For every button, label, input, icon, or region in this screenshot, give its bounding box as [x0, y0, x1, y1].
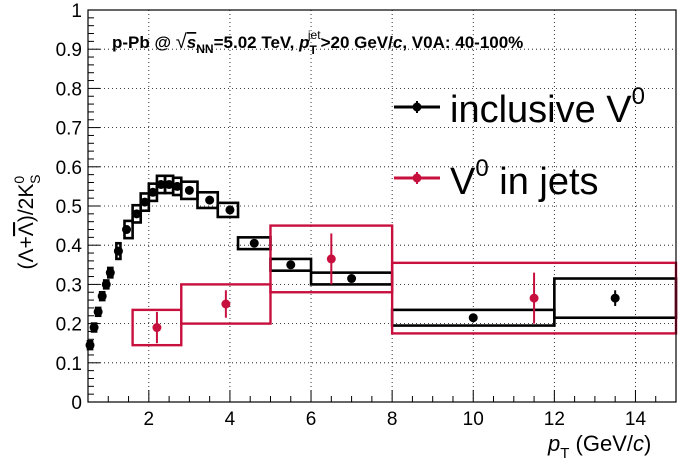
- title-part: >20 GeV/: [321, 33, 394, 52]
- ylabel-plus: +: [15, 236, 38, 248]
- x-axis-label: pT (GeV/c): [547, 431, 651, 462]
- y-tick-label: 0.2: [56, 315, 82, 336]
- title-pt-t: T: [310, 43, 318, 57]
- y-axis-label: (Λ+Λ)/2K0S: [11, 175, 43, 270]
- data-point: [347, 274, 357, 284]
- data-point: [221, 299, 231, 309]
- data-point: [93, 307, 103, 317]
- legend-text: in jets: [489, 161, 599, 203]
- title-c: c: [393, 33, 403, 52]
- data-point: [249, 238, 259, 248]
- legend-marker-jets: [412, 173, 422, 183]
- data-point: [205, 195, 215, 205]
- title-sqrt: √: [176, 31, 187, 53]
- ylabel-lambdabar: Λ: [15, 222, 38, 236]
- x-tick-label: 8: [387, 409, 398, 430]
- plot-frame: [87, 9, 677, 403]
- data-point: [97, 291, 107, 301]
- y-tick-label: 0.8: [56, 79, 82, 100]
- xlabel-c: c: [633, 431, 644, 456]
- sys-box: [196, 190, 220, 210]
- xlabel-p: p: [547, 431, 560, 456]
- legend-label-jets: V0 in jets: [450, 155, 599, 203]
- tick-labels: 00.10.20.30.40.50.60.70.80.912 4 6 8 10 12 14: [56, 1, 647, 430]
- data-point: [326, 254, 336, 264]
- grid: [88, 10, 676, 402]
- data-point: [113, 246, 123, 256]
- x-tick-label: 14: [625, 409, 647, 430]
- title-nn: NN: [196, 42, 213, 56]
- y-tick-label: 0: [71, 393, 82, 414]
- title-part: =5.02 TeV,: [214, 33, 300, 52]
- data-point: [468, 313, 478, 323]
- y-tick-label: 0.7: [56, 119, 82, 140]
- y-tick-label: 0.5: [56, 197, 82, 218]
- legend-item-inclusive: inclusive V0: [394, 83, 645, 131]
- data-point: [85, 340, 95, 350]
- data-point: [610, 293, 620, 303]
- sys-box: [216, 201, 240, 219]
- data-point: [152, 323, 162, 333]
- sys-box: [179, 180, 199, 201]
- y-tick-label: 0.1: [56, 354, 82, 375]
- title-jet: jet: [307, 28, 321, 42]
- x-tick-label: 6: [306, 409, 317, 430]
- sys-box: [131, 308, 183, 347]
- y-tick-label: 0.4: [56, 236, 83, 257]
- x-tick-label: 12: [544, 409, 565, 430]
- data-point: [89, 323, 99, 333]
- data-point: [156, 179, 166, 189]
- data-point: [122, 225, 132, 235]
- x-tick-label: 10: [463, 409, 484, 430]
- legend: inclusive V0 V0 in jets: [394, 83, 645, 203]
- title-part: , V0A: 40-100%: [402, 33, 523, 52]
- xlabel-close: ): [644, 431, 651, 456]
- data-point: [132, 209, 142, 219]
- ylabel-sup: 0: [11, 176, 27, 184]
- ylabel-sub: S: [27, 175, 43, 184]
- legend-text: V: [450, 161, 476, 203]
- ylabel-lambda: Λ: [15, 248, 38, 262]
- data-point: [184, 185, 194, 195]
- sys-box: [180, 283, 272, 325]
- legend-label-inclusive: inclusive V0: [450, 83, 645, 131]
- y-tick-label: 0.3: [56, 275, 82, 296]
- jets-series: [131, 224, 678, 347]
- xlabel-unit: (GeV/: [569, 431, 633, 456]
- data-point: [225, 205, 235, 215]
- inclusive-series: [85, 174, 678, 351]
- legend-text: inclusive V: [450, 89, 632, 131]
- data-point: [286, 260, 296, 270]
- data-point: [140, 197, 150, 207]
- xlabel-t: T: [560, 445, 569, 462]
- data-point: [105, 268, 115, 278]
- legend-sup: 0: [632, 83, 645, 110]
- ylabel-open: (: [15, 262, 38, 269]
- y-tick-label: 0.6: [56, 158, 82, 179]
- chart-title: p-Pb @ √sNN=5.02 TeV, pTjet>20 GeV/c, V0…: [112, 28, 523, 57]
- axis-ticks: [87, 9, 677, 403]
- data-point: [148, 187, 158, 197]
- data-point: [172, 181, 182, 191]
- data-point: [164, 179, 174, 189]
- data-point: [101, 279, 111, 289]
- y-tick-label: 0.9: [56, 40, 82, 61]
- y-tick-label: 1: [71, 1, 82, 22]
- title-part: p-Pb @: [112, 33, 176, 52]
- data-point: [529, 293, 539, 303]
- legend-marker-inclusive: [412, 102, 422, 112]
- x-tick-label: 4: [225, 409, 236, 430]
- title-pt-p: p: [298, 33, 309, 52]
- x-tick-label: 2: [144, 409, 155, 430]
- sys-box: [269, 224, 394, 294]
- legend-item-jets: V0 in jets: [394, 155, 599, 203]
- legend-sup: 0: [475, 155, 488, 182]
- ylabel-close: )/2K: [15, 184, 38, 223]
- title-s: s: [187, 33, 196, 52]
